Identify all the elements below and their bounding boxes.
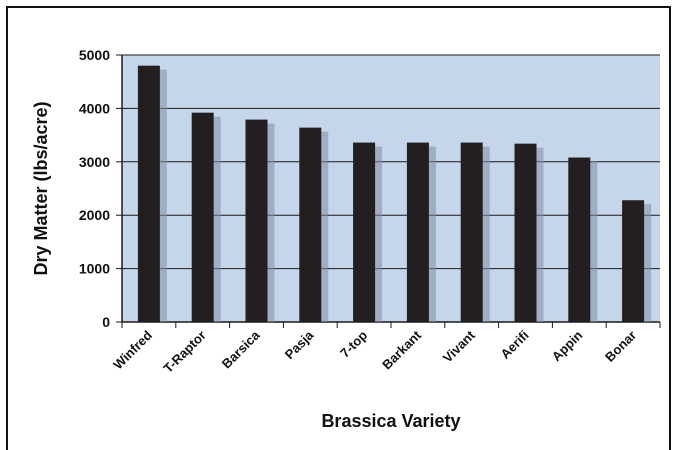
bar-t-raptor xyxy=(191,112,214,322)
y-axis-title: Dry Matter (lbs/acre) xyxy=(31,101,51,275)
x-tick-label: Pasja xyxy=(282,327,317,362)
y-tick-label: 1000 xyxy=(79,261,110,277)
x-axis-title: Brassica Variety xyxy=(321,411,460,431)
bar-barkant xyxy=(406,142,429,322)
bar-aerifi xyxy=(514,143,537,322)
y-tick-label: 0 xyxy=(102,314,110,330)
y-tick-label: 2000 xyxy=(79,207,110,223)
x-tick-label: Barsica xyxy=(219,327,263,371)
bar-winfred xyxy=(137,65,160,323)
x-tick-label: Barkant xyxy=(379,327,424,372)
x-tick-label: Vivant xyxy=(440,327,479,366)
y-tick-label: 4000 xyxy=(79,100,110,116)
bar-bonar xyxy=(622,200,645,322)
bar-appin xyxy=(568,157,591,322)
frame-border xyxy=(6,6,671,450)
bar-pasja xyxy=(299,127,322,323)
y-tick-label: 5000 xyxy=(79,47,110,63)
y-tick-label: 3000 xyxy=(79,154,110,170)
bar-barsica xyxy=(245,119,268,322)
x-tick-label: Aerifi xyxy=(498,328,532,362)
x-tick-label: Bonar xyxy=(602,328,639,365)
x-tick-label: Appin xyxy=(549,327,586,364)
x-tick-label: Winfred xyxy=(110,327,155,372)
x-tick-label: 7-top xyxy=(337,327,370,360)
bar-7-top xyxy=(353,142,376,322)
x-tick-label: T-Raptor xyxy=(160,328,208,376)
bar-vivant xyxy=(460,142,483,322)
